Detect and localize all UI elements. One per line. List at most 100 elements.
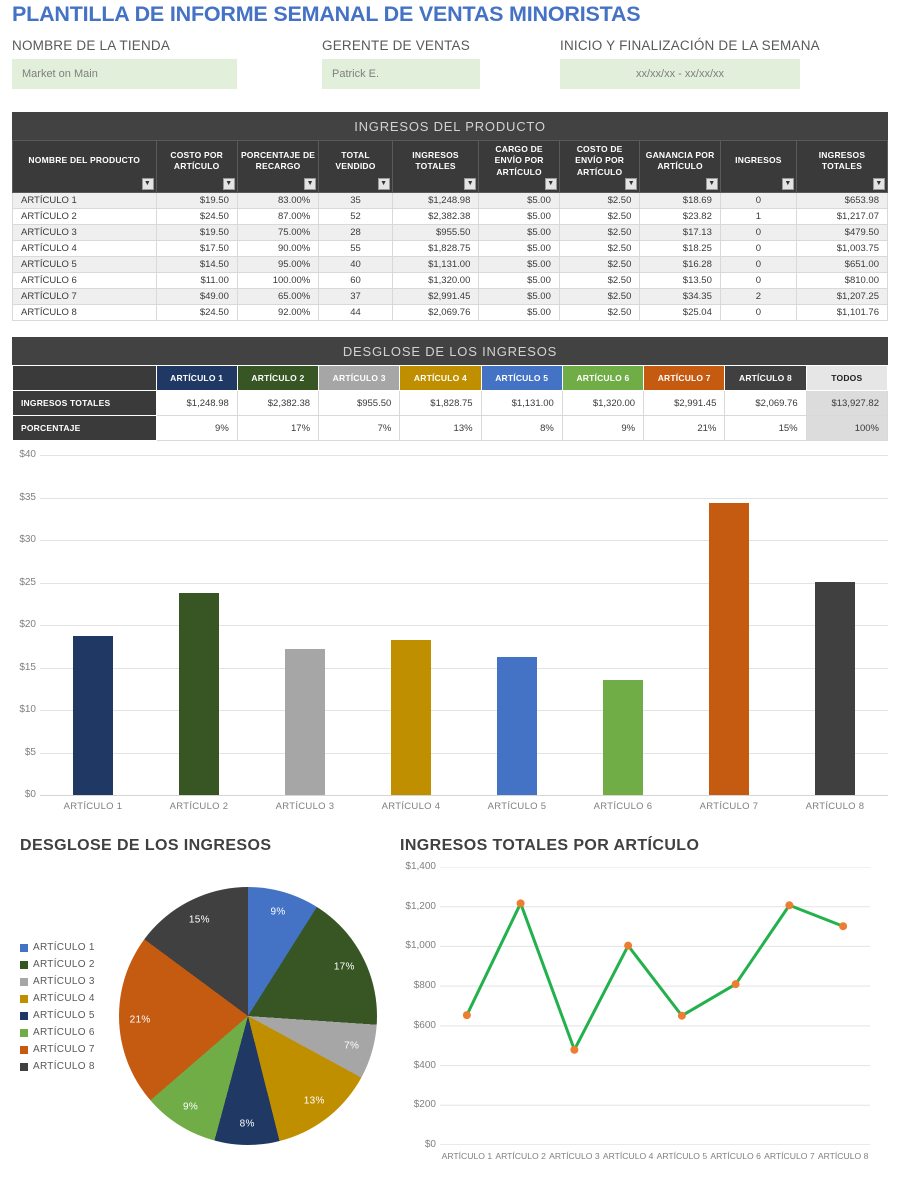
legend-label: ARTÍCULO 5 bbox=[33, 1010, 95, 1021]
table-row: ARTÍCULO 8 $24.50 92.00% 44 $2,069.76 $5.00 $2… bbox=[12, 304, 889, 322]
bar bbox=[709, 503, 749, 795]
article-column-header: ARTÍCULO 3 bbox=[318, 365, 401, 391]
page-title: PLANTILLA DE INFORME SEMANAL DE VENTAS M… bbox=[12, 2, 641, 26]
table-cell: $1,828.75 bbox=[391, 240, 480, 258]
legend-item: ARTÍCULO 2 bbox=[20, 956, 95, 973]
filter-dropdown-icon[interactable]: ▼ bbox=[873, 178, 885, 191]
table-cell: $13,927.82 bbox=[805, 390, 889, 416]
filter-dropdown-icon[interactable]: ▼ bbox=[781, 178, 794, 191]
column-header-label: COSTO POR ARTÍCULO bbox=[170, 149, 224, 172]
data-point-marker bbox=[677, 1011, 686, 1020]
gridline bbox=[40, 752, 888, 754]
column-header-label: INGRESOS TOTALES bbox=[412, 149, 459, 172]
table-cell: $5.00 bbox=[478, 192, 560, 210]
legend-item: ARTÍCULO 7 bbox=[20, 1041, 95, 1058]
table-cell: $2,382.38 bbox=[236, 390, 320, 416]
x-axis-tick-label: ARTÍCULO 5 bbox=[487, 801, 547, 812]
table-cell: $11.00 bbox=[155, 272, 238, 290]
bar-slot bbox=[464, 455, 570, 795]
filter-dropdown-icon[interactable]: ▼ bbox=[222, 178, 235, 191]
filter-dropdown-icon[interactable]: ▼ bbox=[141, 178, 154, 191]
data-point-marker bbox=[624, 941, 633, 950]
x-axis-tick-label: ARTÍCULO 4 bbox=[602, 1151, 654, 1161]
table-row: ARTÍCULO 6 $11.00 100.00% 60 $1,320.00 $5.00 $… bbox=[12, 272, 889, 290]
table-cell: 95.00% bbox=[236, 256, 320, 274]
breakdown-row: PORCENTAJE 9% 17% 7% 13% 8% 9% 21% 15% 100% bbox=[12, 415, 889, 441]
table-row: ARTÍCULO 5 $14.50 95.00% 40 $1,131.00 $5.00 $2… bbox=[12, 256, 889, 274]
bar-series bbox=[40, 455, 888, 795]
column-header: TOTAL VENDIDO ▼ bbox=[318, 139, 393, 194]
week-range-input[interactable]: xx/xx/xx - xx/xx/xx bbox=[560, 59, 800, 89]
filter-dropdown-icon[interactable]: ▼ bbox=[625, 178, 638, 191]
table-cell: $5.00 bbox=[478, 240, 560, 258]
table-cell: $34.35 bbox=[639, 288, 721, 306]
x-axis-tick-label: ARTÍCULO 6 bbox=[710, 1151, 761, 1161]
legend-item: ARTÍCULO 1 bbox=[20, 939, 95, 956]
week-range-field: INICIO Y FINALIZACIÓN DE LA SEMANA xx/xx… bbox=[560, 38, 820, 89]
gridline bbox=[40, 497, 888, 499]
product-revenue-section: INGRESOS DEL PRODUCTO NOMBRE DEL PRODUCT… bbox=[12, 112, 889, 322]
legend-swatch bbox=[20, 977, 28, 986]
legend-swatch bbox=[20, 960, 28, 969]
table-cell: 13% bbox=[399, 415, 482, 441]
table-cell: $16.28 bbox=[639, 256, 721, 274]
y-axis-tick-label: $10 bbox=[19, 704, 36, 715]
column-header: GANANCIA POR ARTÍCULO ▼ bbox=[639, 139, 721, 194]
y-axis-tick-label: $5 bbox=[24, 746, 36, 758]
table-cell: 28 bbox=[318, 224, 393, 242]
filter-dropdown-icon[interactable]: ▼ bbox=[304, 178, 317, 191]
bar bbox=[179, 592, 219, 795]
y-axis-tick-label: $1,200 bbox=[405, 900, 436, 912]
line-chart-title: INGRESOS TOTALES POR ARTÍCULO bbox=[400, 837, 700, 854]
table-cell: 55 bbox=[318, 240, 393, 258]
x-axis-tick-label: ARTÍCULO 6 bbox=[593, 801, 653, 812]
x-axis-tick-label: ARTÍCULO 8 bbox=[817, 1151, 869, 1161]
total-revenue-line-block: INGRESOS TOTALES POR ARTÍCULO $0 $200 $400… bbox=[398, 835, 890, 1178]
legend-label: ARTÍCULO 7 bbox=[33, 1044, 95, 1055]
table-cell: ARTÍCULO 2 bbox=[12, 208, 157, 226]
y-axis-tick-label: $25 bbox=[19, 576, 36, 588]
x-axis-tick-label: ARTÍCULO 3 bbox=[275, 801, 335, 812]
pie-slice-label: 21% bbox=[129, 1014, 151, 1026]
gridline bbox=[40, 582, 888, 584]
table-cell: 2 bbox=[719, 288, 797, 306]
table-cell: $1,320.00 bbox=[391, 272, 480, 290]
line-chart-x-axis: ARTÍCULO 1 ARTÍCULO 2 ARTÍCULO 3 ARTÍCULO 4… bbox=[440, 1151, 870, 1161]
legend-label: ARTÍCULO 8 bbox=[33, 1061, 95, 1072]
table-row: ARTÍCULO 3 $19.50 75.00% 28 $955.50 $5.00 $2.5… bbox=[12, 224, 889, 242]
product-table-header-row: NOMBRE DEL PRODUCTO ▼ COSTO POR ARTÍCULO ▼ P… bbox=[12, 139, 889, 194]
breakdown-table-title: DESGLOSE DE LOS INGRESOS bbox=[12, 337, 888, 365]
sales-manager-field: GERENTE DE VENTAS Patrick E. bbox=[322, 38, 480, 89]
table-cell: $1,131.00 bbox=[480, 390, 563, 416]
table-cell: $2,069.76 bbox=[391, 304, 480, 322]
data-point-marker bbox=[516, 899, 525, 908]
bar bbox=[285, 649, 325, 795]
filter-dropdown-icon[interactable]: ▼ bbox=[544, 178, 557, 191]
column-header-label: INGRESOS TOTALES bbox=[818, 149, 866, 172]
column-header-label: INGRESOS bbox=[735, 155, 782, 166]
gridline bbox=[40, 625, 888, 626]
table-cell: $14.50 bbox=[155, 256, 238, 274]
store-name-input[interactable]: Market on Main bbox=[12, 59, 237, 89]
sales-manager-input[interactable]: Patrick E. bbox=[322, 59, 480, 89]
table-cell: $1,217.07 bbox=[795, 208, 889, 226]
filter-dropdown-icon[interactable]: ▼ bbox=[377, 178, 390, 191]
table-cell: $2,991.45 bbox=[643, 390, 726, 416]
table-cell: $2.50 bbox=[558, 256, 641, 274]
y-axis-tick-label: $0 bbox=[24, 789, 36, 800]
line-chart bbox=[440, 867, 870, 1145]
bar-slot bbox=[252, 455, 358, 795]
column-header-label: GANANCIA POR ARTÍCULO bbox=[645, 149, 715, 172]
filter-dropdown-icon[interactable]: ▼ bbox=[464, 178, 477, 191]
table-row: ARTÍCULO 2 $24.50 87.00% 52 $2,382.38 $5.00 $2… bbox=[12, 208, 889, 226]
gridline bbox=[40, 540, 888, 541]
legend-label: ARTÍCULO 1 bbox=[33, 942, 95, 953]
filter-dropdown-icon[interactable]: ▼ bbox=[705, 178, 718, 191]
data-point-marker bbox=[570, 1045, 579, 1054]
article-column-header: ARTÍCULO 8 bbox=[724, 365, 807, 391]
table-cell: $2.50 bbox=[558, 304, 641, 322]
y-axis-tick-label: $30 bbox=[19, 534, 36, 545]
legend-item: ARTÍCULO 6 bbox=[20, 1024, 95, 1041]
y-axis-tick-label: $800 bbox=[413, 980, 436, 992]
x-axis-tick-label: ARTÍCULO 2 bbox=[169, 801, 229, 812]
